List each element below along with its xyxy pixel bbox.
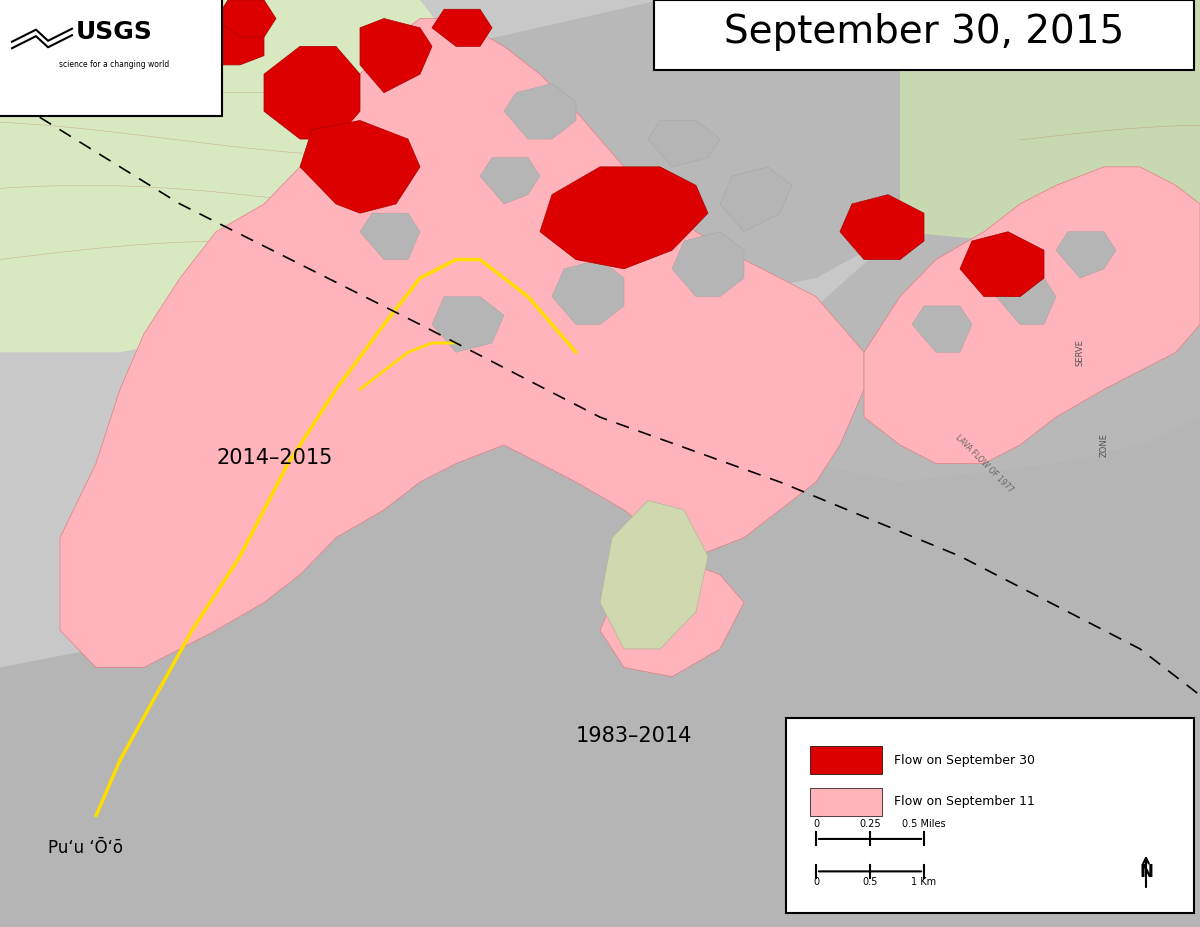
Polygon shape (336, 0, 900, 352)
Polygon shape (180, 9, 264, 65)
Polygon shape (600, 501, 708, 649)
Polygon shape (264, 46, 360, 139)
Polygon shape (864, 167, 1200, 464)
Polygon shape (360, 19, 432, 93)
Polygon shape (432, 297, 504, 352)
Polygon shape (480, 158, 540, 204)
Text: 2014–2015: 2014–2015 (216, 448, 332, 467)
Text: SERVE: SERVE (1075, 339, 1085, 365)
Text: Flow on September 30: Flow on September 30 (894, 754, 1034, 767)
Polygon shape (720, 167, 792, 232)
Polygon shape (900, 0, 1200, 297)
Polygon shape (960, 232, 1044, 297)
FancyBboxPatch shape (786, 718, 1194, 913)
Polygon shape (744, 232, 1200, 482)
Polygon shape (300, 121, 420, 213)
Polygon shape (636, 185, 696, 232)
Text: 0.25: 0.25 (859, 819, 881, 829)
Polygon shape (600, 556, 744, 677)
Polygon shape (648, 121, 720, 167)
FancyBboxPatch shape (654, 0, 1194, 70)
Text: 1 Km: 1 Km (912, 877, 936, 887)
Polygon shape (672, 232, 744, 297)
Text: 0.5: 0.5 (863, 877, 877, 887)
Polygon shape (60, 19, 864, 667)
Polygon shape (216, 0, 276, 37)
Text: 0: 0 (812, 819, 820, 829)
Text: ZONE: ZONE (1099, 433, 1109, 457)
Polygon shape (432, 9, 492, 46)
Text: Flow on September 11: Flow on September 11 (894, 795, 1034, 808)
Text: Puʻu ʻŌʻō: Puʻu ʻŌʻō (48, 839, 124, 857)
Text: 1983–2014: 1983–2014 (576, 726, 692, 745)
Polygon shape (1056, 232, 1116, 278)
Bar (810, 788, 882, 816)
Polygon shape (996, 278, 1056, 324)
Polygon shape (912, 306, 972, 352)
Polygon shape (540, 167, 708, 269)
Text: science for a changing world: science for a changing world (59, 60, 169, 70)
Polygon shape (840, 195, 924, 260)
Text: N: N (1139, 863, 1153, 881)
Text: USGS: USGS (76, 20, 152, 44)
Text: 0.5 Miles: 0.5 Miles (902, 819, 946, 829)
Polygon shape (552, 260, 624, 324)
FancyBboxPatch shape (0, 0, 222, 116)
Polygon shape (504, 83, 576, 139)
Text: September 30, 2015: September 30, 2015 (724, 14, 1124, 51)
Text: LAVA FLOW OF 1977: LAVA FLOW OF 1977 (953, 433, 1015, 494)
Polygon shape (0, 0, 456, 352)
Polygon shape (0, 232, 1200, 927)
Polygon shape (360, 213, 420, 260)
Text: 0: 0 (812, 877, 820, 887)
Bar (810, 746, 882, 774)
